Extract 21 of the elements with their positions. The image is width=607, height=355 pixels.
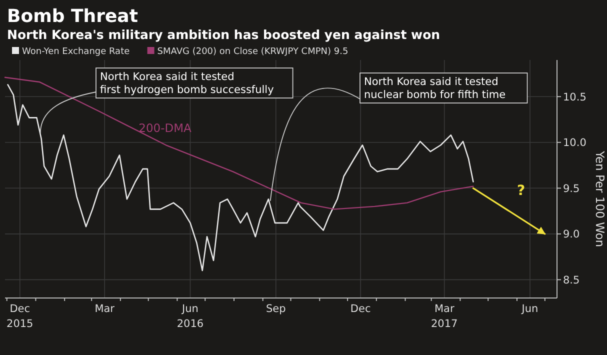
- x-tick-label: Mar 2017: [431, 303, 458, 330]
- legend-label: SMAVG (200) on Close (KRWJPY CMPN) 9.5: [157, 47, 348, 57]
- annotation: 200-DMA: [138, 121, 192, 135]
- x-tick-label: Dec: [350, 303, 371, 315]
- annotation: North Korea said it tested nuclear bomb for fifth time: [364, 76, 506, 101]
- x-tick-label: Mar: [94, 303, 116, 315]
- y-tick-label: 9.0: [563, 228, 580, 241]
- y-tick-label: 10.0: [563, 137, 586, 150]
- chart-subtitle: North Korea's military ambition has boosted yen against won: [7, 27, 440, 42]
- x-tick-label: Sep: [266, 303, 286, 315]
- y-tick-label: 8.5: [563, 274, 580, 286]
- x-tick-label: Jun 2016: [176, 303, 204, 330]
- legend-label: Won-Yen Exchange Rate: [22, 47, 130, 57]
- y-tick-label: 10.5: [563, 91, 586, 104]
- x-tick-label: Dec 2015: [6, 303, 34, 330]
- chart-title: Bomb Threat: [7, 6, 138, 27]
- x-tick-label: Jun: [520, 303, 538, 315]
- annotation: North Korea said it tested first hydrogen bomb successfully: [100, 71, 274, 96]
- y-tick-label: 9.5: [563, 182, 580, 195]
- annotation: ?: [516, 183, 526, 199]
- y-axis-title: Yen Per 100 Won: [593, 150, 607, 248]
